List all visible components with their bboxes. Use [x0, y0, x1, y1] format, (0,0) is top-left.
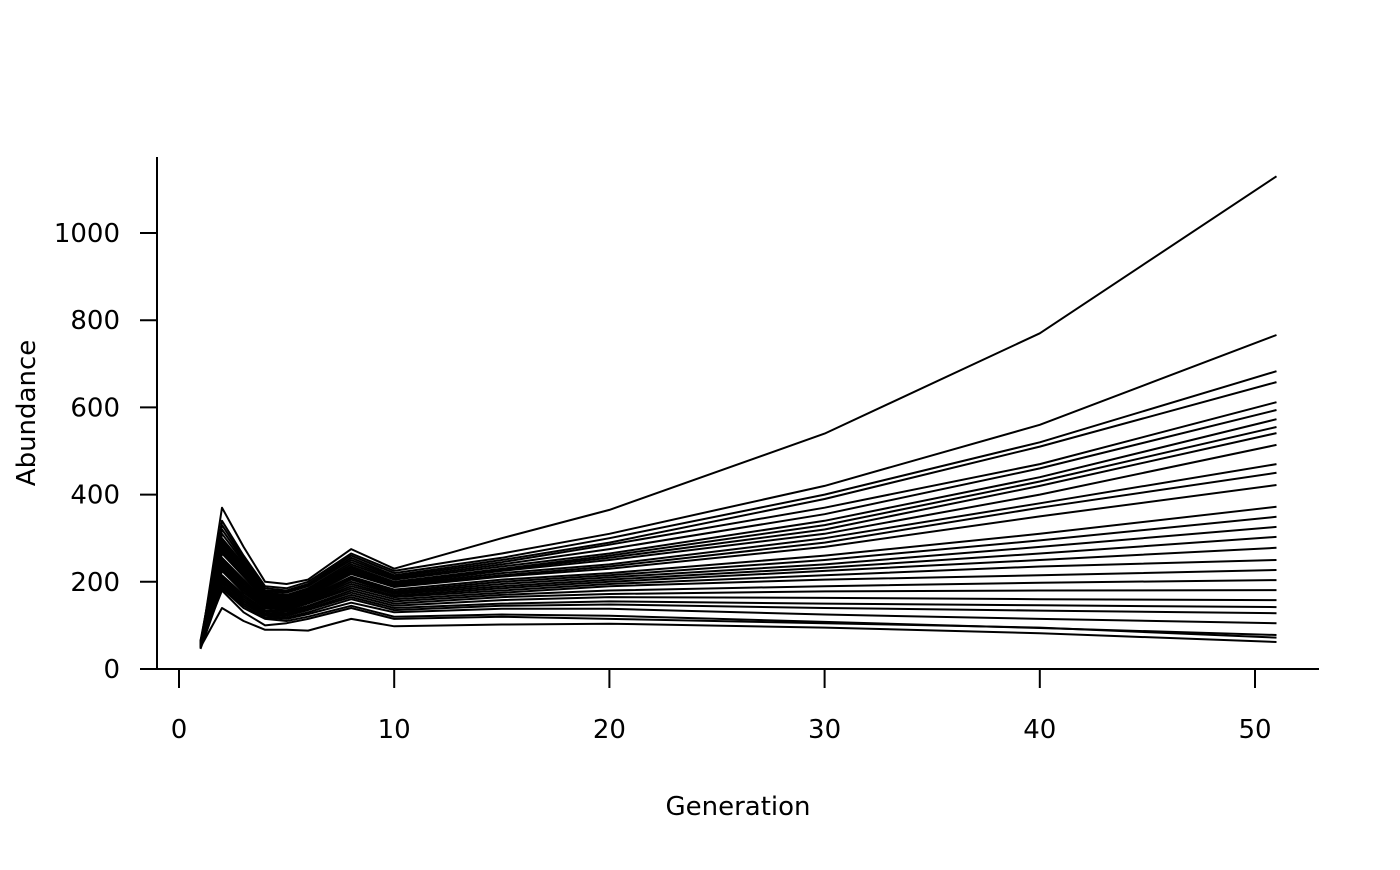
series-line-6: [199, 409, 1277, 647]
series-line-2: [199, 334, 1277, 643]
series-lines: [199, 175, 1278, 650]
series-line-8: [199, 426, 1277, 649]
series-line-25: [199, 583, 1277, 647]
series-line-10: [199, 443, 1277, 642]
x-tick-label: 30: [808, 715, 841, 745]
series-line-3: [199, 370, 1277, 646]
x-tick-label: 40: [1023, 715, 1056, 745]
y-tick-label: 200: [70, 568, 120, 598]
series-line-13: [199, 484, 1277, 648]
series-line-4: [199, 381, 1277, 641]
series-line-5: [199, 401, 1277, 644]
y-tick-label: 0: [103, 655, 120, 685]
series-line-28: [199, 589, 1277, 645]
series-line-23: [199, 578, 1277, 648]
y-ticks: 0 200 400 600 800 1000: [54, 219, 157, 685]
series-line-14: [199, 505, 1277, 645]
x-tick-label: 0: [171, 715, 188, 745]
y-axis-label: Abundance: [12, 340, 42, 486]
x-tick-label: 10: [378, 715, 411, 745]
series-line-22: [199, 576, 1277, 643]
x-ticks: 0 10 20 30 40 50: [171, 669, 1272, 745]
x-tick-label: 20: [593, 715, 626, 745]
series-line-26: [199, 585, 1277, 644]
series-line-16: [199, 525, 1277, 647]
series-line-27: [199, 587, 1277, 650]
y-tick-label: 400: [70, 481, 120, 511]
series-line-18: [199, 546, 1277, 649]
series-line-17: [199, 535, 1277, 644]
y-tick-label: 600: [70, 393, 120, 423]
series-line-24: [199, 580, 1277, 645]
series-line-21: [199, 574, 1277, 648]
series-line-7: [199, 418, 1277, 643]
series-line-20: [199, 569, 1277, 646]
series-line-19: [199, 559, 1277, 642]
x-axis-label: Generation: [665, 792, 810, 822]
series-line-11: [199, 463, 1277, 646]
series-line-1: [199, 175, 1278, 648]
series-line-29: [199, 607, 1277, 648]
y-tick-label: 800: [70, 306, 120, 336]
x-tick-label: 50: [1238, 715, 1271, 745]
series-line-15: [199, 515, 1277, 643]
y-tick-label: 1000: [54, 219, 120, 249]
